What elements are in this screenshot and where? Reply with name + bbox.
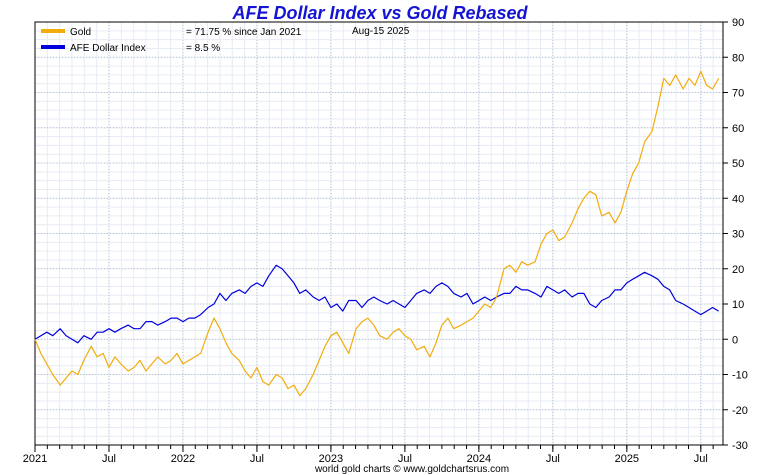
y-axis: 90 80 70 60 50 40 30 20 10 0 -10 -20 -30 [723,17,748,452]
x-tick-label: 2025 [615,453,639,465]
y-tick-label: 70 [732,88,744,100]
x-tick-label: 2022 [171,453,195,465]
grid-lines [34,21,723,446]
y-tick-label: 50 [732,158,744,170]
x-tick-label: Jul [250,453,264,465]
x-tick-label: Jul [102,453,116,465]
date-label: Aug-15 2025 [352,26,410,37]
x-tick-label: 2024 [467,453,491,465]
y-tick-label: 0 [732,334,738,346]
y-tick-label: -30 [732,440,748,452]
x-tick-label: Jul [694,453,708,465]
y-tick-label: -10 [732,370,748,382]
y-tick-label: 10 [732,299,744,311]
legend-gold-swatch [41,29,65,33]
x-axis: 2021 Jul 2022 Jul 2023 Jul 2024 Jul 2025 Jul [23,445,714,465]
chart-title: AFE Dollar Index vs Gold Rebased [231,3,528,23]
series-lines [34,70,720,397]
x-tick-label: 2023 [319,453,343,465]
x-tick-label: Jul [546,453,560,465]
y-tick-label: -20 [732,405,748,417]
legend-dollar-value: = 8.5 % [186,43,220,54]
y-tick-label: 20 [732,264,744,276]
legend-gold-name: Gold [70,27,91,38]
x-tick-label: Jul [398,453,412,465]
legend-dollar-name: AFE Dollar Index [70,43,146,54]
legend-gold-value: = 71.75 % since Jan 2021 [186,27,302,38]
y-tick-label: 40 [732,193,744,205]
footer-credit: world gold charts © www.goldchartsrus.co… [314,464,509,475]
y-tick-label: 90 [732,17,744,29]
legend-dollar-swatch [41,45,65,49]
y-tick-label: 30 [732,229,744,241]
x-tick-label: 2021 [23,453,47,465]
gold-series-line [34,70,720,397]
y-tick-label: 80 [732,52,744,64]
dollar-index-series-line [34,264,719,344]
legend: Gold = 71.75 % since Jan 2021 AFE Dollar… [41,26,410,54]
y-tick-label: 60 [732,123,744,135]
